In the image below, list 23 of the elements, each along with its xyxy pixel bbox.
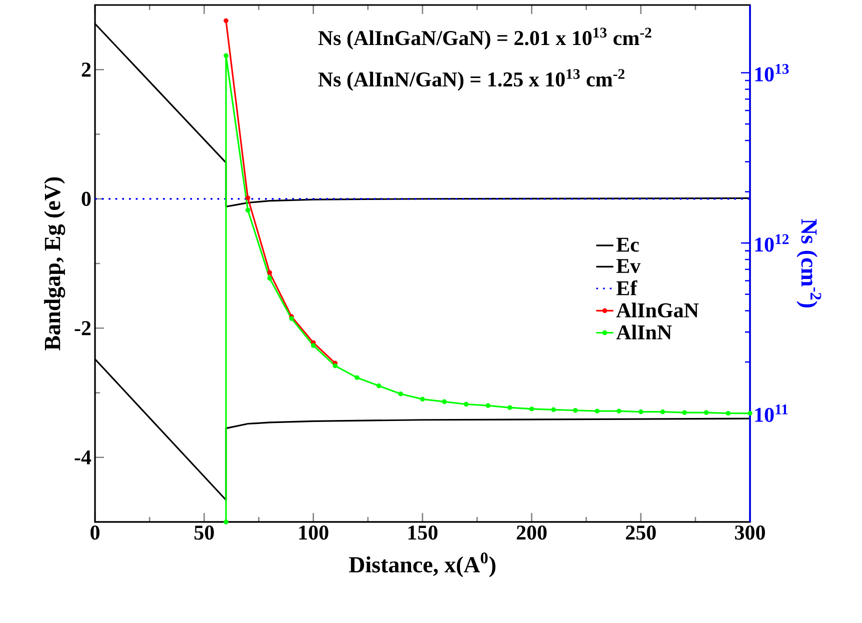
y-tick-label: 0 [82,192,91,206]
x-tick-label: 300 [735,526,765,540]
annotation: Ns (AlInN/GaN) = 1.25 x 10$^{13}$ cm$^{-2}$ [318,69,624,91]
y-axis-title: Bandgap, Eg (eV) [44,177,66,350]
y2-tick-label: 10$^{13}$ [755,64,789,82]
x-tick-label: 250 [626,526,656,540]
legend-label: Ef [616,280,638,296]
legend-label: AlInN [616,324,672,340]
y-tick-label: -2 [74,321,91,336]
y2-tick-label: 10$^{12}$ [755,234,789,252]
y2-axis-title: Ns (cm$^{-2}$) [796,218,822,308]
legend-label: Ev [616,259,641,274]
y-tick-label: -4 [74,450,92,464]
legend-label: Ec [616,238,639,252]
x-tick-label: 50 [194,526,214,540]
y-tick-label: 2 [82,62,91,77]
x-tick-label: 200 [516,526,547,540]
legend-label: AlInGaN [616,302,699,318]
annotation: Ns (AlInGaN/GaN) = 2.01 x 10$^{13}$ cm$^{-2}$ [318,28,652,50]
x-tick-label: 150 [408,526,438,540]
x-tick-label: 100 [299,526,328,540]
y2-tick-label: 10$^{11}$ [755,404,788,422]
x-axis-title: Distance, x(A$^{0}$) [349,552,496,578]
